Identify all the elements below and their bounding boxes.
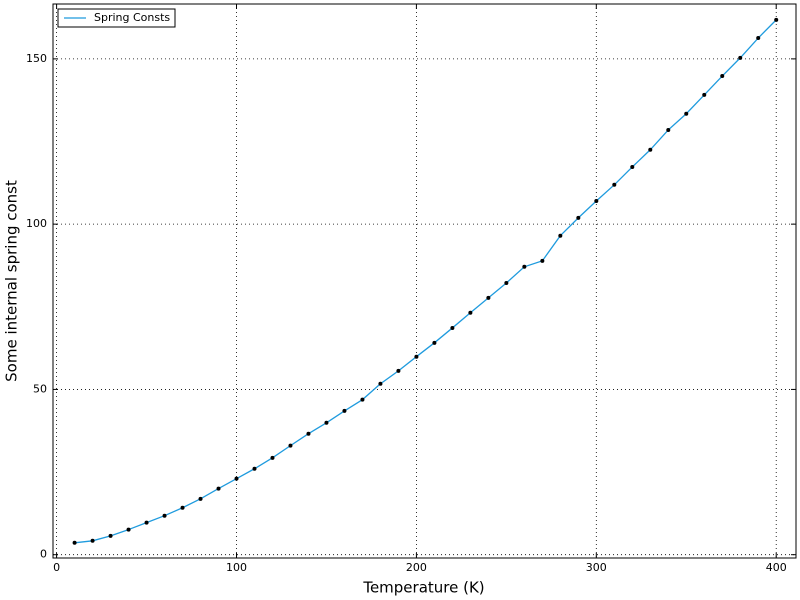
- data-point: [360, 397, 365, 402]
- x-tick-label: 100: [226, 561, 247, 574]
- data-point: [540, 258, 545, 263]
- data-point: [252, 466, 257, 471]
- data-point: [612, 182, 617, 187]
- data-point: [234, 476, 239, 481]
- x-tick-label: 300: [586, 561, 607, 574]
- y-tick-label: 100: [26, 217, 47, 230]
- series-line: [74, 19, 777, 544]
- data-point: [414, 354, 419, 359]
- data-point: [216, 486, 221, 491]
- x-tick-label: 400: [766, 561, 787, 574]
- plot-frame: [52, 3, 797, 559]
- data-point: [342, 408, 347, 413]
- data-point: [126, 527, 131, 532]
- data-point: [180, 505, 185, 510]
- data-point: [144, 520, 149, 525]
- data-point: [108, 533, 113, 538]
- data-point: [90, 538, 95, 543]
- y-tick-label: 50: [33, 382, 47, 395]
- data-point: [270, 455, 275, 460]
- data-point: [306, 431, 311, 436]
- data-point: [504, 280, 509, 285]
- data-point: [378, 381, 383, 386]
- x-axis-label: Temperature (K): [362, 579, 484, 597]
- x-tick-label: 0: [53, 561, 60, 574]
- legend-box: [57, 8, 176, 28]
- data-point: [486, 295, 491, 300]
- data-point: [630, 164, 635, 169]
- data-point: [432, 340, 437, 345]
- data-point: [720, 74, 725, 79]
- data-point: [648, 147, 653, 152]
- data-point: [558, 233, 563, 238]
- data-point: [594, 199, 599, 204]
- data-point: [576, 215, 581, 220]
- data-point: [72, 540, 77, 545]
- data-point: [738, 55, 743, 60]
- y-axis-label: Some internal spring const: [3, 180, 21, 382]
- data-point: [684, 111, 689, 116]
- data-point: [396, 368, 401, 373]
- y-tick-label: 150: [26, 52, 47, 65]
- x-tick-label: 200: [406, 561, 427, 574]
- data-point: [522, 264, 527, 269]
- legend-label: Spring Consts: [94, 11, 170, 24]
- data-point: [198, 496, 203, 501]
- data-point: [756, 36, 761, 41]
- data-point: [702, 92, 707, 97]
- data-point: [288, 443, 293, 448]
- data-point: [468, 310, 473, 315]
- data-point: [450, 325, 455, 330]
- data-point: [162, 513, 167, 518]
- data-point: [666, 127, 671, 132]
- data-point: [774, 17, 779, 22]
- y-tick-label: 0: [40, 548, 47, 561]
- data-point: [324, 420, 329, 425]
